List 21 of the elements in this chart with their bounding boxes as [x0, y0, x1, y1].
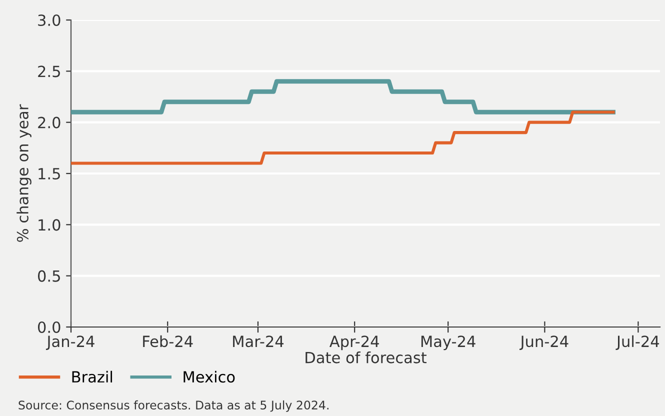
x-tick-label: Jan-24	[46, 336, 94, 350]
legend-label: Mexico	[184, 370, 235, 383]
x-tick-label: Apr-24	[330, 336, 379, 350]
y-tick-label: 2.0	[38, 116, 60, 128]
x-tick-label: Jun-24	[519, 336, 568, 350]
y-tick-label: 1.5	[38, 168, 60, 180]
y-tick-label: 2.5	[38, 66, 60, 78]
legend-label: Brazil	[72, 370, 112, 383]
x-tick-label: May-24	[421, 336, 476, 350]
x-tick-label: Jul-24	[616, 335, 660, 350]
y-tick-label: 1.0	[38, 219, 60, 231]
y-tick-label: 0.0	[38, 321, 60, 334]
y-tick-label: 0.5	[38, 270, 60, 282]
line-series	[71, 110, 615, 165]
x-axis-title: Date of forecast	[306, 352, 426, 364]
x-tick-label: Feb-24	[143, 335, 193, 348]
y-axis-title: % change on year	[16, 104, 32, 242]
x-tick-label: Mar-24	[233, 336, 284, 348]
y-tick-label: 3.0	[38, 14, 60, 26]
line-series	[71, 79, 616, 114]
source-note: Source: Consensus forecasts. Data as at 5 July 2024.	[18, 400, 328, 412]
